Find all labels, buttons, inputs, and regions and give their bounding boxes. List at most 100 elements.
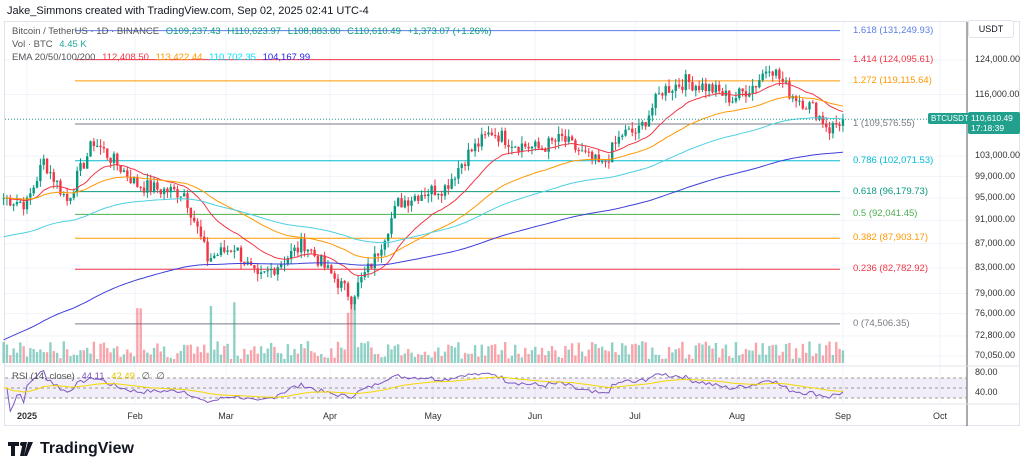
candle-body bbox=[828, 127, 831, 134]
volume-bar bbox=[577, 342, 580, 363]
candle-body bbox=[102, 147, 106, 149]
high-value: H110,623.97 bbox=[227, 26, 282, 37]
ema100-line bbox=[3, 117, 843, 244]
candle-body bbox=[119, 165, 122, 172]
volume-bar bbox=[2, 341, 5, 363]
volume-bar bbox=[493, 344, 497, 363]
candle-body bbox=[303, 239, 306, 252]
price-chart[interactable] bbox=[0, 0, 1024, 430]
candle-body bbox=[641, 121, 644, 126]
price-axis-label: 99,000.00 bbox=[975, 170, 1016, 181]
volume-bar bbox=[92, 341, 96, 363]
chart-credit: Jake_Simmons created with TradingView.co… bbox=[7, 5, 369, 17]
candle-body bbox=[233, 250, 236, 252]
candle-body bbox=[45, 158, 49, 174]
candle-body bbox=[450, 178, 453, 189]
candle-body bbox=[390, 218, 393, 234]
volume-bar bbox=[604, 350, 607, 363]
currency-unit-button[interactable]: USDT bbox=[968, 20, 1014, 38]
last-price-label: 110,610.49 17:18:39 bbox=[968, 112, 1020, 134]
volume-bar bbox=[564, 345, 567, 363]
candle-body bbox=[463, 164, 467, 166]
fib-level-label: 1.272 (119,115.64) bbox=[853, 74, 932, 86]
volume-bar bbox=[764, 354, 768, 363]
candle-body bbox=[363, 272, 366, 278]
volume-bar bbox=[791, 358, 794, 363]
volume-bar bbox=[624, 345, 627, 363]
rsi-ma-value: 42.49 bbox=[111, 371, 135, 382]
fib-level-label: 0.5 (92,041.45) bbox=[853, 208, 918, 220]
volume-bar bbox=[286, 344, 290, 363]
volume-bar bbox=[366, 341, 370, 363]
candle-body bbox=[493, 135, 497, 137]
candle-body bbox=[176, 189, 179, 198]
volume-bar bbox=[203, 344, 206, 363]
volume-bar bbox=[607, 351, 611, 363]
symbol-name[interactable]: Bitcoin / TetherUS · 1D · BINANCE bbox=[12, 26, 160, 37]
candle-body bbox=[557, 133, 560, 142]
candle-body bbox=[470, 149, 473, 152]
candle-body bbox=[794, 96, 798, 102]
candle-body bbox=[483, 134, 487, 136]
ema20-line bbox=[3, 82, 844, 277]
volume-bar bbox=[166, 357, 169, 363]
fib-level-label: 1.414 (124,095.61) bbox=[853, 53, 934, 65]
rsi-axis-label: 40.00 bbox=[975, 387, 998, 397]
volume-bar bbox=[306, 341, 310, 363]
candle-body bbox=[206, 241, 209, 262]
candle-body bbox=[808, 102, 811, 110]
volume-bar bbox=[467, 353, 470, 363]
candle-body bbox=[370, 263, 373, 269]
volume-bar bbox=[346, 312, 350, 363]
candle-body bbox=[761, 73, 764, 81]
volume-bar bbox=[644, 342, 647, 363]
fib-level-label: 0 (74,506.35) bbox=[853, 317, 910, 329]
volume-bar bbox=[112, 348, 116, 363]
candle-body bbox=[514, 146, 517, 148]
candle-body bbox=[644, 121, 647, 127]
candle-body bbox=[687, 74, 691, 83]
price-axis-label: 95,000.00 bbox=[975, 191, 1016, 202]
candle-body bbox=[590, 151, 594, 160]
candle-body bbox=[507, 144, 510, 147]
candle-body bbox=[112, 153, 116, 163]
candle-body bbox=[403, 200, 407, 208]
bar-countdown: 17:18:39 bbox=[971, 123, 1005, 133]
tradingview-logo[interactable]: TradingView bbox=[8, 440, 134, 458]
price-axis-label: 72,800.00 bbox=[975, 329, 1016, 340]
candle-body bbox=[430, 185, 433, 195]
candle-body bbox=[15, 202, 19, 205]
volume-bar bbox=[213, 349, 216, 363]
ema-label[interactable]: EMA 20/50/100/200 bbox=[12, 52, 96, 63]
candle-body bbox=[330, 265, 333, 274]
volume-bar bbox=[537, 354, 540, 363]
candle-body bbox=[199, 226, 203, 237]
price-axis-label: 76,000.00 bbox=[975, 307, 1016, 318]
candle-body bbox=[825, 124, 828, 128]
volume-bar bbox=[718, 357, 721, 363]
candle-body bbox=[310, 249, 313, 251]
fib-level-label: 1 (109,576.55) bbox=[853, 118, 915, 130]
rsi-label[interactable]: RSI (14, close) bbox=[12, 371, 75, 382]
candle-body bbox=[259, 272, 263, 274]
candle-body bbox=[574, 140, 577, 150]
volume-label[interactable]: Vol · BTC bbox=[12, 39, 53, 50]
candle-body bbox=[771, 71, 774, 76]
candle-body bbox=[570, 136, 574, 141]
time-axis-label: Mar bbox=[218, 411, 234, 421]
candle-body bbox=[253, 265, 256, 269]
candle-body bbox=[353, 296, 356, 305]
volume-bar bbox=[550, 345, 554, 363]
volume-bar bbox=[497, 354, 500, 363]
volume-bar bbox=[831, 354, 835, 363]
candle-body bbox=[59, 180, 62, 195]
candle-body bbox=[831, 123, 835, 134]
candle-body bbox=[62, 193, 65, 195]
volume-bar bbox=[316, 356, 320, 363]
candle-body bbox=[136, 176, 139, 187]
volume-bar bbox=[614, 352, 617, 363]
volume-bar bbox=[129, 352, 132, 363]
volume-bar bbox=[263, 353, 266, 363]
volume-bar bbox=[410, 352, 413, 363]
candle-body bbox=[714, 84, 718, 93]
